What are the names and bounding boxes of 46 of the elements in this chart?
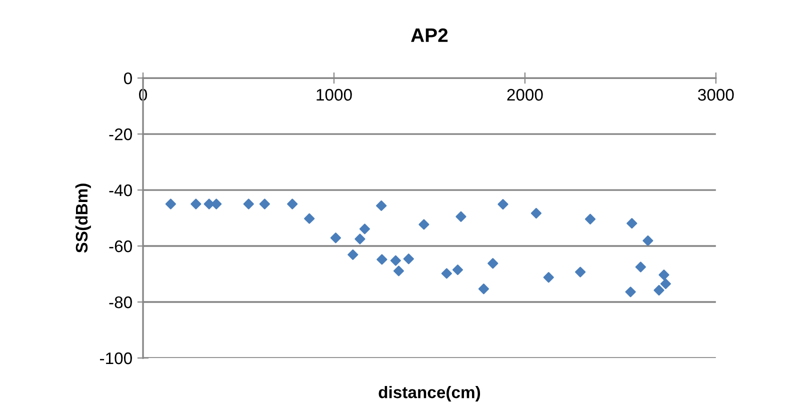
point [626,218,638,229]
y-tick-label: -80 [109,296,132,308]
point [403,254,414,264]
y-tick-label: -100 [100,352,132,364]
point [530,208,542,219]
point [359,224,370,234]
point [452,264,464,276]
x-tick-label: 1000 [316,88,352,101]
point [584,214,596,224]
y-tick-label: 0 [124,72,132,84]
x-tick-label: 3000 [698,88,734,101]
point [211,198,222,210]
y-tick-label: -20 [109,128,132,140]
y-axis-title: SS(dBm) [75,184,91,253]
point [376,254,388,265]
y-tick-label: -60 [109,240,132,252]
x-axis-title: distance(cm) [378,386,480,402]
point [660,278,671,290]
point [330,232,341,244]
chart-title: AP2 [411,28,448,42]
point [575,266,586,278]
point [498,199,508,210]
point [190,198,202,210]
point [642,235,654,246]
y-tick-label: -40 [109,184,132,196]
point [418,219,430,230]
point [543,272,554,283]
point [478,284,489,294]
point [654,284,664,296]
point [635,262,646,272]
point [259,198,270,210]
point [658,270,670,280]
point [304,213,315,224]
point [348,249,358,260]
point [488,258,498,269]
point [287,198,298,210]
point [354,234,366,244]
point [390,255,401,266]
point [165,198,176,210]
point [393,266,404,276]
x-tick-label: 2000 [507,88,543,101]
point [456,211,466,222]
point [376,200,387,211]
point [441,268,452,279]
point [625,286,636,298]
point [243,198,254,210]
